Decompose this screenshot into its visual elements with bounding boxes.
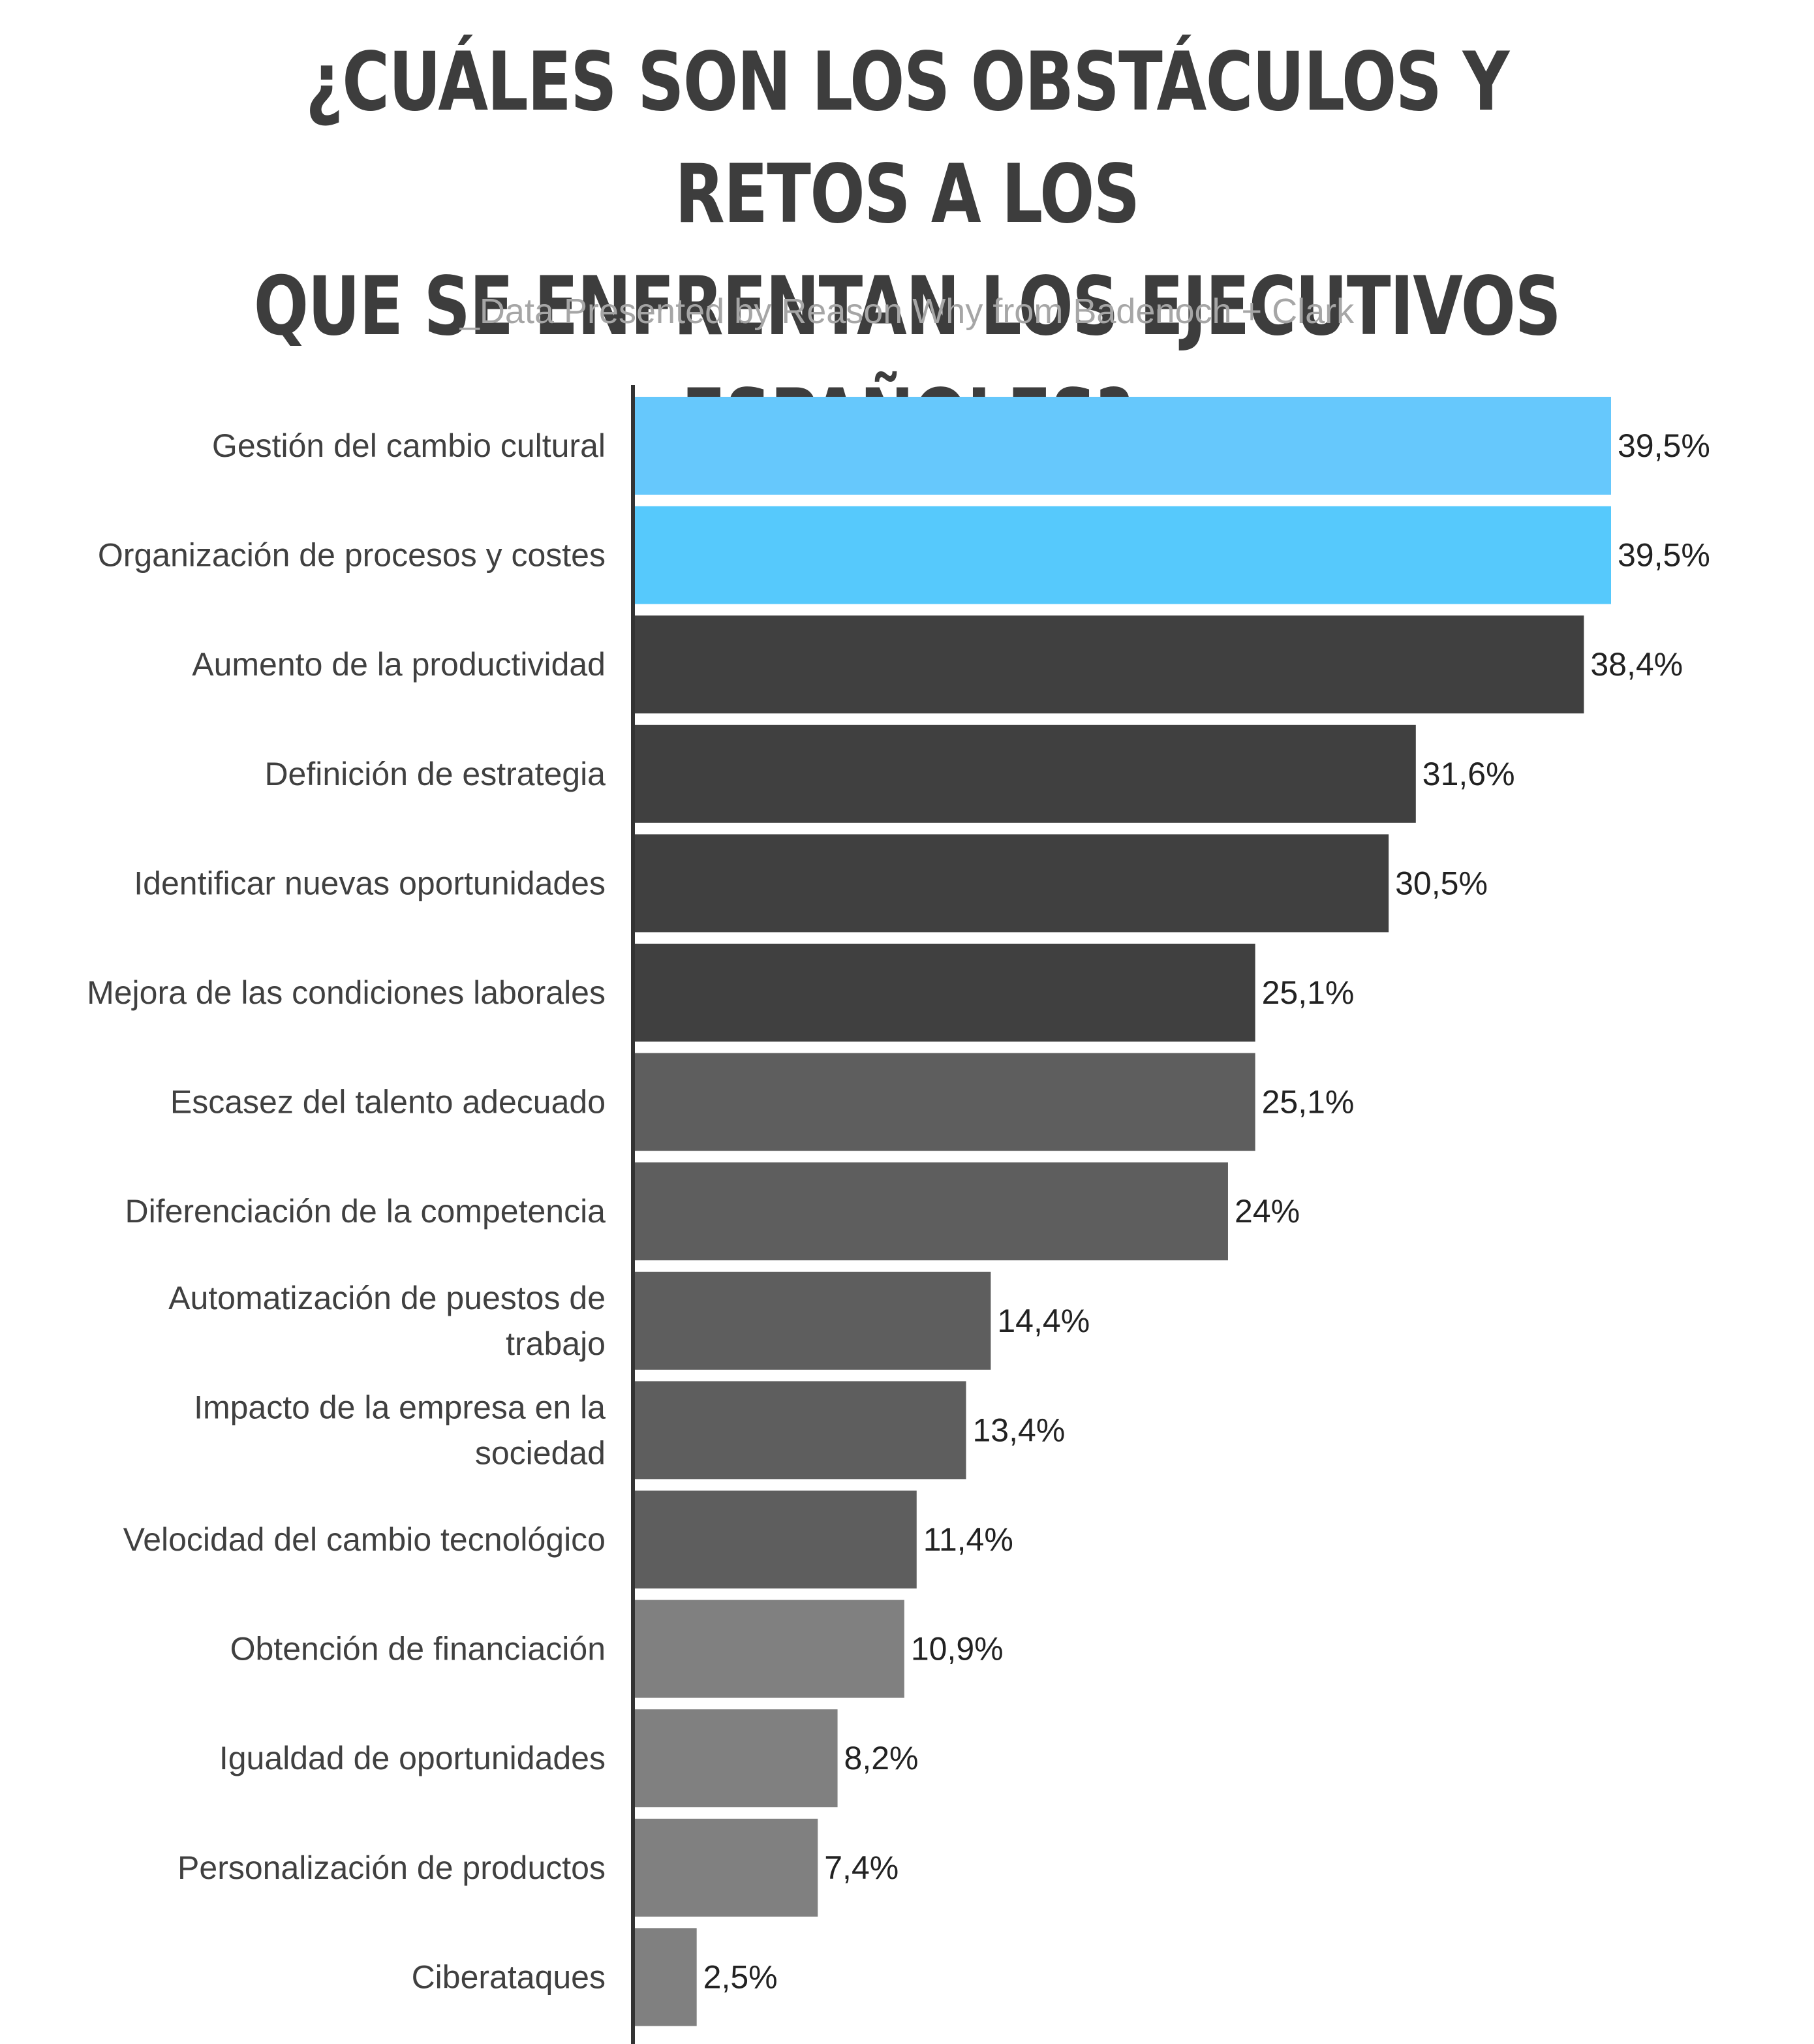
- category-label-14: Personalización de productos: [177, 1850, 606, 1886]
- category-label-9-line-1: Automatización de puestos de: [168, 1280, 606, 1316]
- value-label-11: 11,4%: [923, 1521, 1013, 1558]
- category-label-7: Escasez del talento adecuado: [170, 1084, 606, 1121]
- value-label-15: 2,5%: [703, 1959, 778, 1995]
- category-label-10-line-1: Impacto de la empresa en la: [194, 1389, 606, 1425]
- value-label-4: 31,6%: [1422, 756, 1515, 792]
- category-label-15: Ciberataques: [412, 1959, 606, 1995]
- value-label-3: 38,4%: [1590, 646, 1683, 683]
- category-label-4: Definición de estrategia: [264, 756, 606, 792]
- value-label-12: 10,9%: [911, 1631, 1004, 1667]
- bar-13: [635, 1709, 838, 1808]
- chart-title: ¿CUÁLES SON LOS OBSTÁCULOS Y RETOS A LOS…: [181, 26, 1633, 475]
- bar-2: [635, 506, 1611, 604]
- value-label-1: 39,5%: [1618, 427, 1710, 464]
- bar-15: [635, 1928, 697, 2026]
- bar-5: [635, 834, 1389, 933]
- category-label-3: Aumento de la productividad: [192, 646, 606, 683]
- category-label-13: Igualdad de oportunidades: [219, 1740, 606, 1776]
- category-label-2: Organización de procesos y costes: [98, 537, 606, 574]
- category-label-8: Diferenciación de la competencia: [125, 1193, 606, 1230]
- value-label-6: 25,1%: [1262, 974, 1355, 1011]
- category-label-1: Gestión del cambio cultural: [212, 427, 606, 464]
- bar-11: [635, 1491, 917, 1588]
- value-label-5: 30,5%: [1395, 865, 1488, 901]
- bar-9: [635, 1271, 991, 1370]
- bar-10: [635, 1381, 966, 1479]
- chart-subtitle: _Data Presented by Reason Why from Baden…: [459, 292, 1355, 331]
- value-label-8: 24%: [1235, 1193, 1300, 1230]
- value-label-7: 25,1%: [1262, 1084, 1355, 1121]
- category-label-6: Mejora de las condiciones laborales: [87, 974, 606, 1011]
- bar-4: [635, 724, 1416, 823]
- category-label-12: Obtención de financiación: [230, 1631, 606, 1667]
- value-label-13: 8,2%: [844, 1740, 919, 1776]
- bar-3: [635, 615, 1584, 714]
- value-label-2: 39,5%: [1618, 537, 1710, 574]
- bar-14: [635, 1818, 818, 1917]
- bar-1: [635, 397, 1611, 495]
- bar-6: [635, 944, 1255, 1042]
- bar-8: [635, 1162, 1228, 1261]
- category-label-5: Identificar nuevas oportunidades: [134, 865, 606, 901]
- category-label-11: Velocidad del cambio tecnológico: [123, 1521, 606, 1558]
- value-label-14: 7,4%: [824, 1850, 899, 1886]
- category-label-9-line-2: trabajo: [506, 1325, 606, 1362]
- value-label-10: 13,4%: [973, 1412, 1066, 1448]
- bar-12: [635, 1600, 904, 1698]
- chart-title-line-1: ¿CUÁLES SON LOS OBSTÁCULOS Y RETOS A LOS: [305, 35, 1509, 241]
- category-label-10-line-2: sociedad: [475, 1434, 606, 1471]
- bar-7: [635, 1053, 1255, 1151]
- value-label-9: 14,4%: [997, 1303, 1090, 1339]
